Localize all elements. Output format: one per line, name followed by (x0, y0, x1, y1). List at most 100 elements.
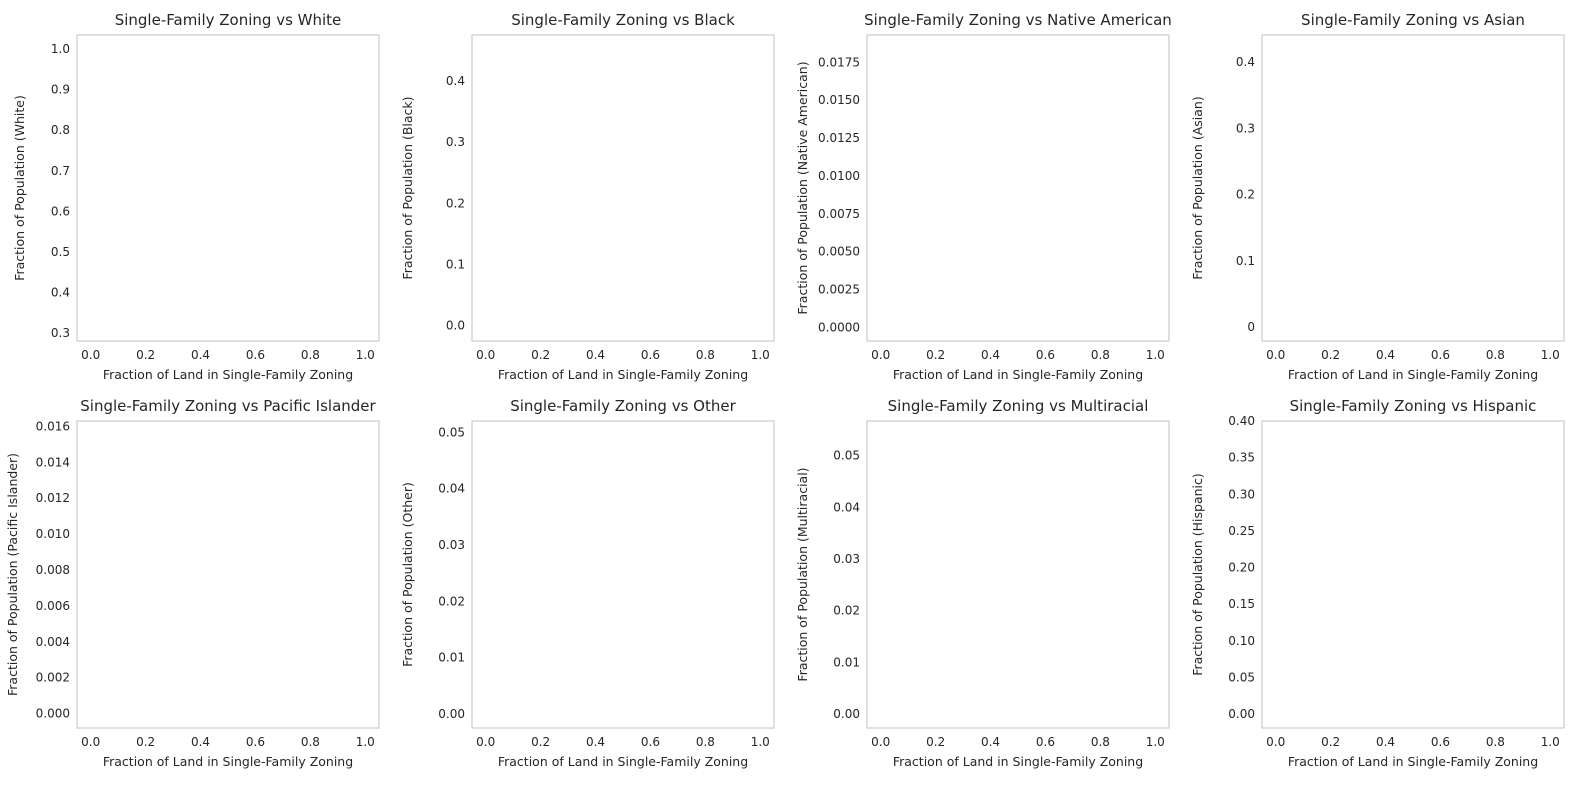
x-tick-label: 1.0 (751, 348, 770, 362)
x-tick-label: 0.4 (981, 348, 1000, 362)
y-tick-label: 0.30 (1228, 487, 1255, 501)
x-tick-label: 0.0 (81, 348, 100, 362)
x-tick-label: 0.2 (1321, 735, 1340, 749)
y-tick-label: 0.0150 (818, 93, 860, 107)
y-tick-label: 0.3 (51, 326, 70, 340)
x-tick-label: 0.8 (696, 735, 715, 749)
y-tick-label: 0.0 (446, 319, 465, 333)
y-tick-label: 0.3 (1236, 121, 1255, 135)
y-tick-label: 0.002 (36, 671, 70, 685)
y-tick-label: 0.004 (36, 635, 70, 649)
x-axis-label-4: Fraction of Land in Single-Family Zoning (1288, 367, 1538, 382)
x-tick-label: 1.0 (751, 735, 770, 749)
y-tick-label: 0.010 (36, 527, 70, 541)
y-tick-label: 0.00 (1228, 707, 1255, 721)
y-tick-label: 0.40 (1228, 414, 1255, 428)
y-tick-label: 0.016 (36, 419, 70, 433)
y-axis-label-3: Fraction of Population (Native American) (795, 61, 810, 314)
y-tick-label: 0.03 (438, 538, 465, 552)
panel-title-3: Single-Family Zoning vs Native American (864, 11, 1172, 29)
x-axis-label-2: Fraction of Land in Single-Family Zoning (498, 367, 748, 382)
axes-frame-8 (1261, 420, 1565, 729)
scatter-panel-2: 0.0 0.2 0.4 0.6 0.8 1.0 0.0 0.1 0.2 0.3 0.4 Single-… (400, 11, 775, 382)
x-tick-label: 0.4 (1376, 735, 1395, 749)
axes-frame-2 (471, 34, 775, 342)
panel-title-5: Single-Family Zoning vs Pacific Islander (80, 397, 376, 415)
y-axis-label-7: Fraction of Population (Multiracial) (795, 467, 810, 681)
y-tick-label: 0.0025 (818, 282, 860, 296)
x-tick-label: 0.6 (641, 348, 660, 362)
axes-frame-6 (471, 420, 775, 729)
y-tick-label: 1.0 (51, 42, 70, 56)
x-tick-label: 0.8 (1486, 348, 1505, 362)
y-axis-label-6: Fraction of Population (Other) (400, 482, 415, 667)
x-tick-label: 0.4 (191, 348, 210, 362)
x-tick-label: 0.2 (531, 735, 550, 749)
y-tick-label: 0.3 (446, 135, 465, 149)
x-tick-label: 0.0 (476, 735, 495, 749)
y-tick-label: 0.0175 (818, 55, 860, 69)
x-axis-label-5: Fraction of Land in Single-Family Zoning (103, 754, 353, 769)
x-tick-label: 1.0 (356, 348, 375, 362)
y-tick-label: 0.0050 (818, 245, 860, 259)
x-tick-label: 0.2 (926, 348, 945, 362)
scatter-panel-4: 0.0 0.2 0.4 0.6 0.8 1.0 0 0.1 0.2 0.3 0.4 Single-Fa… (1190, 11, 1565, 382)
panel-title-1: Single-Family Zoning vs White (115, 11, 342, 29)
x-tick-label: 0.0 (1266, 735, 1285, 749)
y-tick-label: 0.000 (36, 707, 70, 721)
x-tick-label: 0.6 (1431, 348, 1450, 362)
y-tick-label: 0.4 (1236, 55, 1255, 69)
x-tick-label: 0.2 (136, 735, 155, 749)
x-tick-label: 0.8 (696, 348, 715, 362)
y-tick-label: 0.04 (833, 500, 860, 514)
scatter-panel-1: 0.0 0.2 0.4 0.6 0.8 1.0 0.3 0.4 0.5 0.6 0.7 0.8 0.9 1… (12, 11, 380, 382)
y-axis-label-8: Fraction of Population (Hispanic) (1190, 473, 1205, 676)
x-tick-label: 0.2 (1321, 348, 1340, 362)
y-tick-label: 0.008 (36, 563, 70, 577)
y-axis-label-2: Fraction of Population (Black) (400, 96, 415, 279)
x-tick-label: 0.0 (871, 348, 890, 362)
x-tick-label: 0.0 (1266, 348, 1285, 362)
x-tick-label: 0.6 (1036, 735, 1055, 749)
x-tick-label: 1.0 (356, 735, 375, 749)
x-tick-label: 0.8 (1486, 735, 1505, 749)
x-tick-label: 0.8 (301, 735, 320, 749)
y-tick-label: 0.05 (833, 449, 860, 463)
y-tick-label: 0.02 (833, 604, 860, 618)
scatter-panel-5: 0.0 0.2 0.4 0.6 0.8 1.0 0.000 0.002 0.004 0.006 0.… (5, 397, 380, 769)
y-tick-label: 0.0000 (818, 320, 860, 334)
x-tick-label: 1.0 (1146, 735, 1165, 749)
panel-title-6: Single-Family Zoning vs Other (510, 397, 736, 415)
axes-frame-4 (1261, 34, 1565, 342)
y-tick-label: 0.1 (446, 258, 465, 272)
y-tick-label: 0.006 (36, 599, 70, 613)
y-tick-label: 0.5 (51, 245, 70, 259)
x-tick-label: 0.4 (191, 735, 210, 749)
x-tick-label: 0.8 (1091, 348, 1110, 362)
y-tick-label: 0.0125 (818, 131, 860, 145)
y-tick-label: 0.35 (1228, 451, 1255, 465)
y-tick-label: 0.4 (446, 74, 465, 88)
y-axis-label-5: Fraction of Population (Pacific Islander… (5, 453, 20, 696)
x-tick-label: 0.0 (476, 348, 495, 362)
y-axis-label-4: Fraction of Population (Asian) (1190, 96, 1205, 279)
x-tick-label: 1.0 (1541, 735, 1560, 749)
x-tick-label: 0.6 (641, 735, 660, 749)
scatter-panel-6: 0.0 0.2 0.4 0.6 0.8 1.0 0.00 0.01 0.02 0.03 0.04 0.… (400, 397, 775, 769)
y-tick-label: 0.15 (1228, 597, 1255, 611)
y-tick-label: 0.2 (1236, 188, 1255, 202)
y-tick-label: 0.00 (438, 707, 465, 721)
x-tick-label: 0.0 (871, 735, 890, 749)
scatter-panel-8: 0.0 0.2 0.4 0.6 0.8 1.0 0.00 0.05 0.10 0.15 0.20 0.… (1190, 397, 1565, 769)
x-tick-label: 0.8 (1091, 735, 1110, 749)
x-tick-label: 1.0 (1541, 348, 1560, 362)
axes-frame-5 (76, 420, 380, 729)
axes-frame-7 (866, 420, 1170, 729)
panel-title-7: Single-Family Zoning vs Multiracial (888, 397, 1149, 415)
y-tick-label: 0.2 (446, 196, 465, 210)
x-tick-label: 0.4 (981, 735, 1000, 749)
scatter-panel-3: 0.0 0.2 0.4 0.6 0.8 1.0 0.0000 0.0025 0.0050 0.00… (795, 11, 1172, 382)
y-tick-label: 0.25 (1228, 524, 1255, 538)
panel-title-2: Single-Family Zoning vs Black (511, 11, 735, 29)
